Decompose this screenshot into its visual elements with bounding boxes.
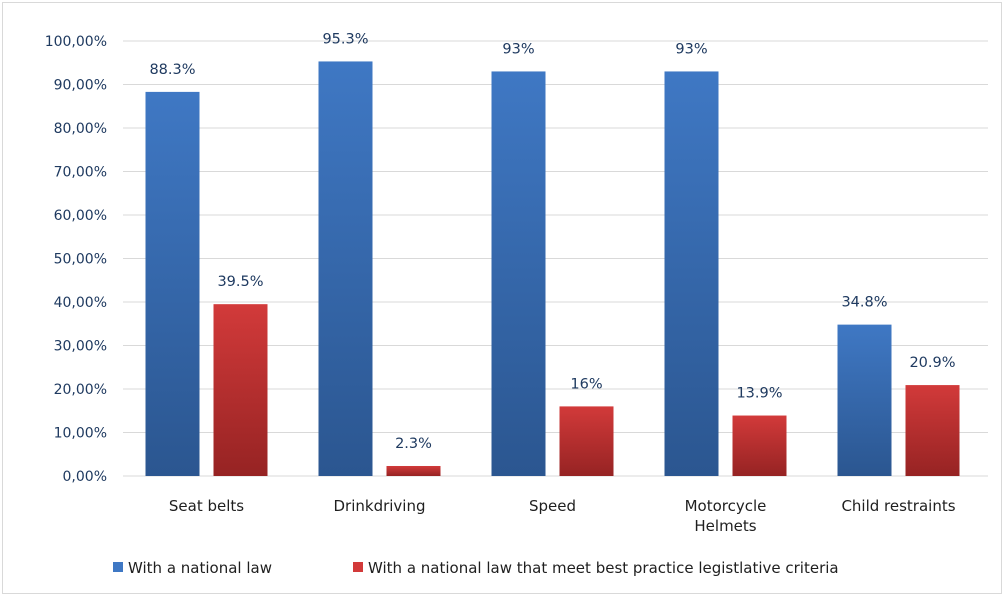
data-label: 93% [502,41,534,57]
y-tick-label: 60,00% [54,208,107,224]
data-labels: 88.3% 39.5% 95.3% 2.3% 93% 16% 93% 13.9% 34.8% 20… [149,31,955,452]
y-axis: 0,00% 10,00% 20,00% 30,00% 40,00% 50,00% 60,00… [45,34,107,485]
bar-series-2 [905,385,960,476]
data-label: 13.9% [736,386,782,402]
category-label: Drinkdriving [333,497,425,515]
bar-series-1 [318,61,373,476]
y-tick-label: 90,00% [54,78,107,94]
legend-label: With a national law that meet best pract… [368,559,839,577]
bar-series-2 [213,304,268,476]
category-label: Speed [529,497,576,515]
x-axis: Seat belts Drinkdriving Speed Motorcycle Hel… [169,497,956,535]
legend-swatch [353,562,363,572]
data-label: 34.8% [841,295,887,311]
bar-series-1 [664,71,719,476]
bars [145,61,960,477]
bar-series-1 [837,324,892,476]
bar-series-1 [145,91,200,477]
y-tick-label: 40,00% [54,295,107,311]
bar-series-2 [559,406,614,476]
y-tick-label: 80,00% [54,121,107,137]
y-tick-label: 70,00% [54,165,107,181]
legend-swatch [113,562,123,572]
data-label: 39.5% [217,274,263,290]
data-label: 93% [675,41,707,57]
bar-series-2 [732,415,787,476]
bar-series-1 [491,71,546,476]
legend-label: With a national law [128,559,272,577]
data-label: 88.3% [149,62,195,78]
data-label: 95.3% [322,31,368,47]
bar-chart: 0,00% 10,00% 20,00% 30,00% 40,00% 50,00% 60,00… [45,31,988,577]
y-tick-label: 0,00% [63,469,107,485]
y-tick-label: 10,00% [54,426,107,442]
data-label: 20.9% [909,355,955,371]
data-label: 2.3% [395,436,432,452]
legend: With a national law With a national law t… [113,559,839,577]
data-label: 16% [570,376,602,392]
y-tick-label: 100,00% [45,34,107,50]
category-label: Child restraints [841,497,955,515]
bar-series-2 [386,465,441,476]
y-tick-label: 30,00% [54,339,107,355]
category-label: Motorcycle Helmets [685,497,767,535]
category-label: Seat belts [169,497,244,515]
y-tick-label: 20,00% [54,382,107,398]
y-tick-label: 50,00% [54,252,107,268]
